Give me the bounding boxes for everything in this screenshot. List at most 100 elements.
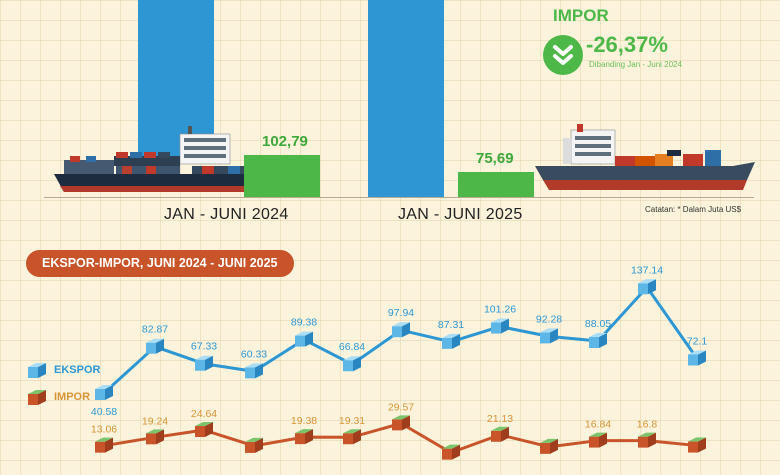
container-face <box>491 426 509 431</box>
unit-note: Catatan: * Dalam Juta US$ <box>645 205 742 214</box>
container-face <box>638 279 656 284</box>
container-face <box>442 448 452 460</box>
impor-data-label: 21.13 <box>487 413 513 425</box>
container-face <box>146 338 164 343</box>
chart-title-banner: EKSPOR-IMPOR, JUNI 2024 - JUNI 2025 <box>26 250 294 277</box>
container-face <box>195 359 205 371</box>
container-face <box>255 437 263 453</box>
ekspor-point <box>343 356 361 372</box>
impor-data-label: 19.38 <box>291 415 317 427</box>
impor-data-label: 16.8 <box>637 419 658 431</box>
container-face <box>491 322 501 334</box>
legend-impor-label: IMPOR <box>54 391 90 403</box>
impor-data-label: 19.31 <box>339 415 365 427</box>
container-face <box>305 331 313 347</box>
container-face <box>146 342 156 354</box>
impor-point <box>343 429 361 445</box>
container-face <box>295 433 305 445</box>
impor-point <box>688 437 706 453</box>
container-face <box>343 433 353 445</box>
ekspor-point <box>589 333 607 349</box>
container-face <box>28 390 46 394</box>
container-face <box>688 441 698 453</box>
container-face <box>255 363 263 379</box>
ekspor-point <box>491 318 509 334</box>
container-face <box>638 283 648 295</box>
container-face <box>295 335 305 347</box>
impor-bar-2024 <box>244 155 320 197</box>
container-face <box>688 437 706 442</box>
impor-point <box>295 429 313 445</box>
ship-2025 <box>533 124 757 198</box>
container-face <box>599 333 607 349</box>
impor-data-label: 29.57 <box>388 401 414 413</box>
ekspor-point <box>245 363 263 379</box>
container-face <box>28 394 38 405</box>
ekspor-point <box>392 322 410 338</box>
container-face <box>688 350 706 355</box>
ekspor-data-label: 72.1 <box>687 335 708 347</box>
container-face <box>343 429 361 434</box>
ekspor-data-label: 60.33 <box>241 348 267 360</box>
container-face <box>402 415 410 431</box>
container-face <box>343 356 361 361</box>
period-label-2025: JAN - JUNI 2025 <box>398 206 523 223</box>
container-face <box>353 429 361 445</box>
cargo-ship-icon <box>54 126 262 192</box>
ekspor-point <box>688 350 706 366</box>
container-face <box>195 426 205 438</box>
container-face <box>452 444 460 460</box>
container-face <box>205 355 213 371</box>
ekspor-point <box>146 338 164 354</box>
container-face <box>195 355 213 360</box>
legend-impor-icon <box>28 390 46 405</box>
container-face <box>295 331 313 336</box>
container-face <box>245 441 255 453</box>
cargo-ship-icon <box>535 124 755 190</box>
impor-change-note: Dibanding Jan - Juni 2024 <box>589 60 682 69</box>
container-face <box>491 430 501 442</box>
container-face <box>95 389 105 400</box>
container-face <box>698 437 706 453</box>
container-face <box>295 429 313 434</box>
ekspor-data-label: 137.14 <box>631 264 663 276</box>
ekspor-point <box>195 355 213 371</box>
ekspor-bar-2024 <box>138 0 214 160</box>
impor-bar-2025 <box>458 172 534 197</box>
container-face <box>305 429 313 445</box>
ekspor-data-label: 87.31 <box>438 319 464 331</box>
impor-change-badge <box>543 35 583 75</box>
impor-point <box>540 438 558 454</box>
impor-value-2025: 75,69 <box>476 150 514 167</box>
impor-point <box>638 432 656 448</box>
container-face <box>95 385 113 389</box>
ekspor-point <box>540 328 558 344</box>
ekspor-data-label: 67.33 <box>191 341 217 353</box>
impor-data-label: 13.06 <box>91 424 117 436</box>
impor-change-percent: -26,37% <box>586 32 668 57</box>
container-face <box>245 437 263 442</box>
impor-point <box>95 437 113 453</box>
container-face <box>156 429 164 445</box>
ekspor-data-label: 101.26 <box>484 304 516 316</box>
ekspor-point <box>638 279 656 295</box>
container-face <box>195 422 213 427</box>
container-face <box>540 332 550 344</box>
ekspor-data-label: 88.05 <box>585 318 611 330</box>
container-face <box>638 436 648 448</box>
container-face <box>442 333 460 338</box>
container-face <box>28 363 46 367</box>
container-face <box>648 279 656 295</box>
impor-point <box>245 437 263 453</box>
impor-point <box>491 426 509 442</box>
impor-point <box>146 429 164 445</box>
container-face <box>146 433 156 445</box>
ekspor-data-label: 40.58 <box>91 406 117 418</box>
container-face <box>146 429 164 434</box>
baseline-divider <box>44 197 754 198</box>
container-face <box>353 356 361 372</box>
ekspor-data-label: 97.94 <box>388 307 414 319</box>
container-face <box>105 437 113 453</box>
container-face <box>442 444 460 449</box>
